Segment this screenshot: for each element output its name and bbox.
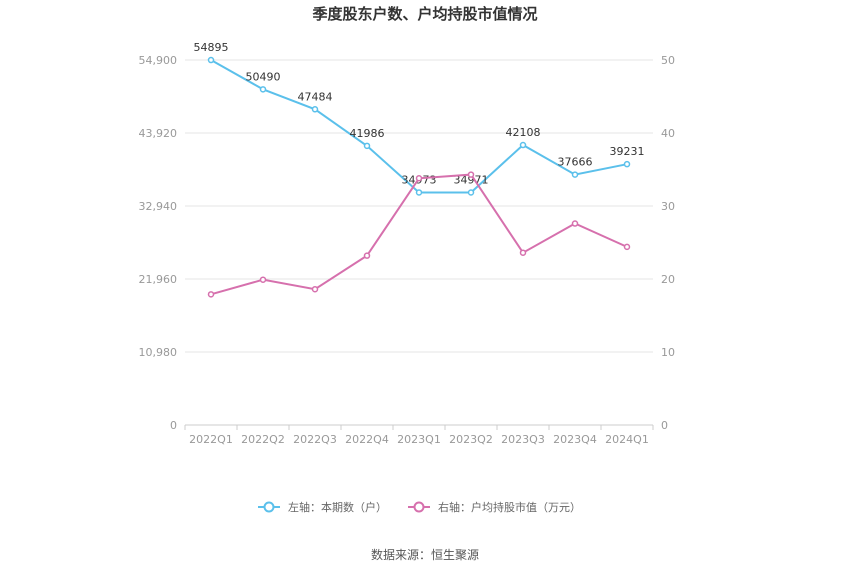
data-point[interactable] xyxy=(415,189,423,196)
right-tick-label: 40 xyxy=(661,127,675,140)
data-point[interactable] xyxy=(519,141,527,149)
data-label: 34971 xyxy=(454,173,489,186)
left-tick-label: 0 xyxy=(170,419,177,432)
data-point[interactable] xyxy=(623,243,631,251)
data-label: 39231 xyxy=(610,145,645,158)
x-tick-label: 2022Q3 xyxy=(293,433,337,446)
left-tick-label: 21,960 xyxy=(139,273,178,286)
legend-label: 右轴：户均持股市值（万元） xyxy=(438,500,581,514)
data-label: 47484 xyxy=(298,90,333,103)
right-tick-label: 30 xyxy=(661,200,675,213)
source-note: 数据来源：恒生聚源 xyxy=(371,547,479,562)
data-point[interactable] xyxy=(571,171,579,178)
left-tick-label: 43,920 xyxy=(139,127,178,140)
legend-marker xyxy=(413,501,425,513)
right-tick-label: 0 xyxy=(661,419,668,432)
right-tick-label: 50 xyxy=(661,54,675,67)
left-tick-label: 10,980 xyxy=(139,346,178,359)
right-tick-label: 20 xyxy=(661,273,675,286)
legend-item-2[interactable]: 右轴：户均持股市值（万元） xyxy=(408,500,581,514)
data-label: 50490 xyxy=(246,70,281,83)
left-tick-label: 32,940 xyxy=(139,200,178,213)
x-tick-label: 2023Q1 xyxy=(397,433,441,446)
data-point[interactable] xyxy=(259,276,267,283)
data-point[interactable] xyxy=(467,189,475,196)
data-point[interactable] xyxy=(571,220,579,227)
chart-title: 季度股东户数、户均持股市值情况 xyxy=(312,5,537,23)
data-point[interactable] xyxy=(467,171,475,178)
x-tick-label: 2023Q2 xyxy=(449,433,493,446)
legend-item-1[interactable]: 左轴：本期数（户） xyxy=(258,500,387,514)
data-label: 42108 xyxy=(506,126,541,139)
data-label: 54895 xyxy=(194,41,229,54)
x-tick-label: 2022Q4 xyxy=(345,433,389,446)
data-point[interactable] xyxy=(363,252,371,259)
x-axis: 2022Q1 2022Q2 2022Q3 2022Q4 2023Q1 2023Q2 2023… xyxy=(184,425,654,446)
legend-marker xyxy=(263,501,275,513)
data-point[interactable] xyxy=(311,106,319,113)
left-tick-label: 54,900 xyxy=(139,54,178,67)
data-point[interactable] xyxy=(623,160,631,168)
right-tick-label: 10 xyxy=(661,346,675,359)
x-tick-label: 2024Q1 xyxy=(605,433,649,446)
data-label: 41986 xyxy=(350,127,385,140)
data-point[interactable] xyxy=(311,285,319,293)
x-tick-label: 2023Q4 xyxy=(553,433,597,446)
x-tick-label: 2023Q3 xyxy=(501,433,545,446)
left-axis-ticks: 0 10,980 21,960 32,940 43,920 54,900 xyxy=(139,54,178,432)
gridlines xyxy=(185,59,653,426)
legend-label: 左轴：本期数（户） xyxy=(288,500,387,514)
data-label: 37666 xyxy=(558,156,593,169)
data-point[interactable] xyxy=(363,142,371,150)
x-tick-label: 2022Q2 xyxy=(241,433,285,446)
data-point[interactable] xyxy=(519,249,527,256)
legend[interactable]: 左轴：本期数（户） 右轴：户均持股市值（万元） xyxy=(258,500,581,514)
data-point[interactable] xyxy=(259,86,267,93)
x-tick-label: 2022Q1 xyxy=(189,433,233,446)
right-axis-ticks: 0 10 20 30 40 50 xyxy=(661,54,675,432)
data-point[interactable] xyxy=(415,175,423,182)
data-point[interactable] xyxy=(207,291,215,298)
series-lines: 5489550490474844198634973349714210837666… xyxy=(194,41,645,298)
data-point[interactable] xyxy=(207,56,215,64)
